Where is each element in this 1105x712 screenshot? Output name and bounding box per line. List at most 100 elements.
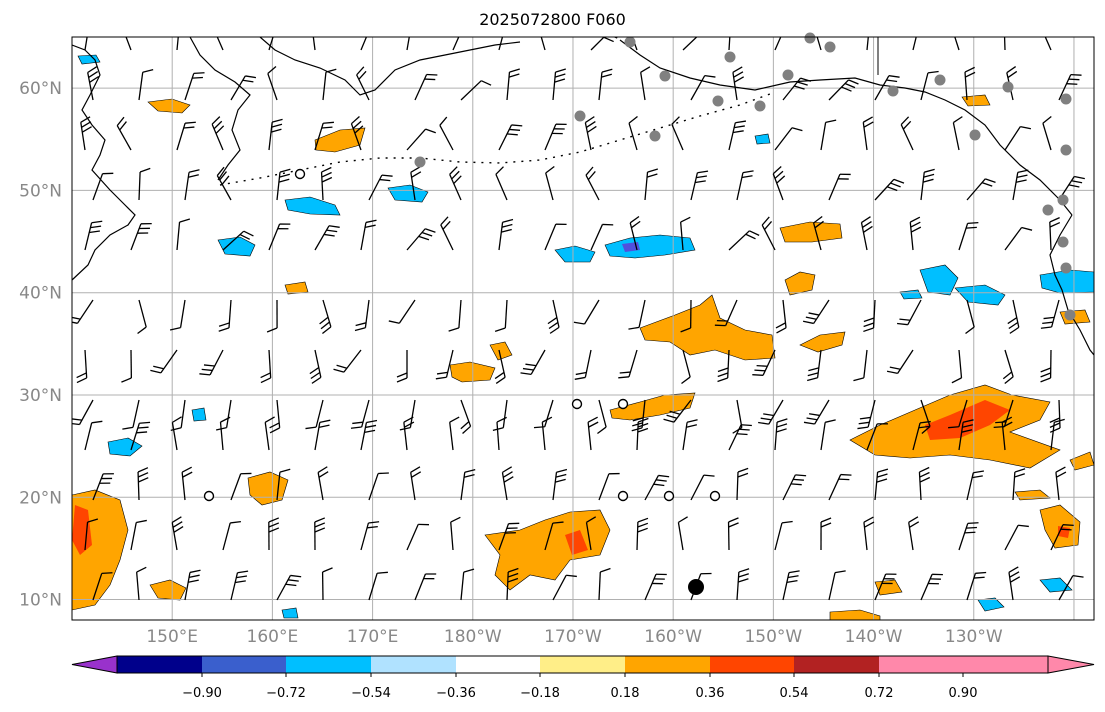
- wind-barb: [958, 522, 979, 551]
- wind-barb: [494, 349, 506, 384]
- contour-negative: [899, 289, 923, 300]
- wind-barb: [863, 516, 875, 551]
- wind-barb: [544, 521, 564, 551]
- wind-barb: [682, 419, 698, 451]
- contour-positive: [149, 579, 187, 601]
- wind-barb: [761, 216, 776, 251]
- wind-barb: [584, 116, 597, 151]
- wind-barb: [314, 517, 326, 551]
- wind-barb: [137, 299, 147, 335]
- wind-barb: [501, 466, 514, 501]
- contour-negative: [77, 54, 101, 65]
- wind-barb: [84, 37, 91, 51]
- wind-barb: [314, 225, 340, 251]
- wind-barb: [1049, 217, 1061, 251]
- wind-barb: [544, 123, 567, 151]
- lat-label: 30°N: [19, 386, 62, 406]
- wind-barb: [1007, 299, 1020, 334]
- wind-barb: [171, 516, 184, 551]
- wind-barb: [222, 230, 254, 251]
- wind-barb: [498, 218, 514, 251]
- station-marker-highlight: [688, 579, 704, 595]
- lon-label: 130°W: [945, 627, 1003, 647]
- wind-barb-layer: [72, 37, 1085, 601]
- wind-barb: [440, 216, 454, 251]
- station-marker: [782, 69, 794, 81]
- wind-barb: [92, 473, 114, 501]
- colorbar-tick-label: −0.72: [266, 686, 306, 701]
- station-marker: [804, 32, 816, 44]
- wind-barb: [1040, 349, 1052, 383]
- lat-label: 60°N: [19, 79, 62, 99]
- wind-barb: [520, 349, 546, 375]
- wind-barb: [774, 418, 788, 451]
- colorbar-tick-label: 0.90: [949, 686, 978, 701]
- colorbar-segment: [710, 656, 794, 673]
- wind-barb: [84, 220, 103, 251]
- station-marker-open: [571, 398, 583, 410]
- wind-barb: [72, 299, 94, 324]
- wind-barb: [775, 299, 787, 334]
- station-marker: [1002, 81, 1014, 93]
- wind-barb: [573, 299, 600, 325]
- wind-barb: [368, 472, 389, 501]
- wind-barb: [176, 121, 196, 151]
- wind-barb: [495, 166, 508, 201]
- station-marker-open: [663, 490, 675, 502]
- wind-barb: [920, 573, 943, 601]
- station-marker: [712, 95, 724, 107]
- contour-positive: [829, 609, 881, 620]
- station-marker-open: [617, 398, 629, 410]
- wind-barb: [211, 116, 225, 151]
- wind-barb: [628, 115, 638, 151]
- wind-barb: [1002, 349, 1014, 385]
- wind-barb: [598, 68, 613, 101]
- wind-barb: [460, 80, 492, 101]
- wind-barb: [171, 416, 182, 451]
- station-marker: [1042, 204, 1054, 216]
- coastline-north-america: [1049, 214, 1094, 356]
- wind-barb: [533, 399, 554, 429]
- wind-barb: [84, 518, 99, 551]
- wind-barb: [874, 178, 905, 201]
- wind-barb: [222, 521, 241, 551]
- wind-barb: [782, 570, 800, 601]
- wind-barb: [268, 223, 291, 251]
- lon-label: 140°W: [845, 627, 903, 647]
- wind-barb: [853, 349, 868, 382]
- contour-positive: [489, 341, 513, 361]
- wind-barb: [317, 466, 329, 501]
- wind-barb: [857, 399, 876, 430]
- wind-barb: [150, 349, 178, 374]
- wind-barb: [590, 37, 618, 51]
- wind-barb: [714, 299, 738, 327]
- wind-barb: [590, 223, 614, 251]
- wind-barb: [80, 116, 92, 151]
- colorbar-segment: [117, 656, 202, 673]
- contour-negative: [1039, 269, 1094, 294]
- contour-positive: [639, 294, 776, 361]
- station-marker: [574, 110, 586, 122]
- contour-negative: [754, 133, 771, 145]
- lon-label: 170°E: [347, 627, 399, 647]
- wind-barb: [681, 349, 691, 385]
- wind-barb: [644, 573, 667, 601]
- wind-barb: [952, 116, 963, 151]
- wind-barb: [774, 127, 803, 151]
- wind-barb: [828, 473, 852, 501]
- coastline-asia: [72, 44, 136, 281]
- contour-negative: [107, 437, 143, 457]
- colorbar-segment: [202, 656, 286, 673]
- station-marker: [414, 156, 426, 168]
- wind-barb: [717, 349, 730, 383]
- wind-barb: [368, 571, 388, 601]
- wind-barb: [860, 216, 873, 251]
- wind-barb: [268, 517, 280, 551]
- wind-barb: [138, 167, 151, 201]
- wind-barb: [585, 166, 600, 201]
- wind-barb: [772, 166, 786, 201]
- wind-barb: [774, 520, 793, 551]
- wind-barb: [120, 37, 132, 51]
- wind-barb: [1039, 37, 1052, 51]
- wind-barb: [732, 66, 745, 101]
